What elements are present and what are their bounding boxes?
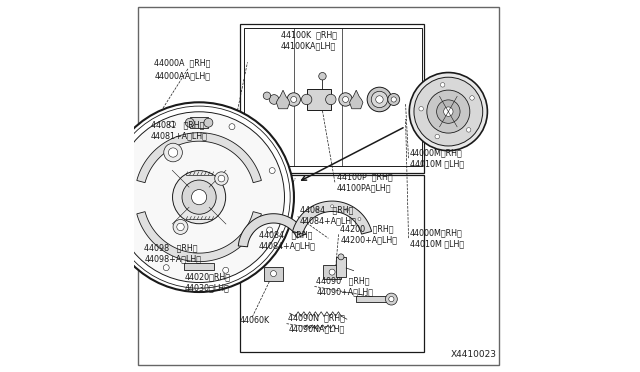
Bar xyxy=(336,257,346,277)
Circle shape xyxy=(218,175,225,182)
Circle shape xyxy=(440,83,445,87)
Circle shape xyxy=(204,118,213,127)
Circle shape xyxy=(287,93,300,106)
Circle shape xyxy=(388,296,394,302)
Circle shape xyxy=(163,265,169,271)
Bar xyxy=(307,89,331,110)
Circle shape xyxy=(104,102,294,292)
Circle shape xyxy=(346,208,349,211)
Text: 44020〈RH〉: 44020〈RH〉 xyxy=(184,273,230,282)
Circle shape xyxy=(331,205,333,208)
Circle shape xyxy=(291,96,297,102)
Text: 44010M 〈LH〉: 44010M 〈LH〉 xyxy=(410,159,464,168)
Circle shape xyxy=(358,218,361,221)
Text: 44084   〈RH〉: 44084 〈RH〉 xyxy=(300,206,353,215)
Text: 44200   〈RH〉: 44200 〈RH〉 xyxy=(340,224,394,233)
Circle shape xyxy=(215,172,228,185)
Text: 44000M〈RH〉: 44000M〈RH〉 xyxy=(410,228,463,237)
Circle shape xyxy=(388,93,400,105)
Text: 44100KA〈LH〉: 44100KA〈LH〉 xyxy=(281,42,336,51)
Circle shape xyxy=(114,112,284,283)
Circle shape xyxy=(125,161,132,167)
Polygon shape xyxy=(137,212,261,262)
Circle shape xyxy=(173,171,226,224)
Circle shape xyxy=(168,148,178,157)
Text: 44084   〈RH〉: 44084 〈RH〉 xyxy=(259,230,312,239)
Circle shape xyxy=(470,96,474,100)
Polygon shape xyxy=(292,201,372,234)
Circle shape xyxy=(376,96,383,103)
Circle shape xyxy=(269,94,279,104)
Bar xyxy=(323,265,341,279)
Circle shape xyxy=(271,271,276,277)
Circle shape xyxy=(427,90,470,133)
Circle shape xyxy=(436,100,460,124)
Text: 44100P  〈RH〉: 44100P 〈RH〉 xyxy=(337,172,392,181)
Bar xyxy=(184,263,214,270)
Circle shape xyxy=(385,293,397,305)
Circle shape xyxy=(339,93,352,106)
Circle shape xyxy=(367,87,392,112)
Text: 44090   〈RH〉: 44090 〈RH〉 xyxy=(316,276,370,285)
Polygon shape xyxy=(349,90,363,109)
Circle shape xyxy=(435,134,440,139)
Text: 44098   〈RH〉: 44098 〈RH〉 xyxy=(145,243,198,252)
Bar xyxy=(264,266,283,280)
Circle shape xyxy=(301,94,312,105)
Circle shape xyxy=(303,218,306,221)
Text: 44081+A〈LH〉: 44081+A〈LH〉 xyxy=(151,131,207,140)
Circle shape xyxy=(173,219,188,234)
Text: 44100PA〈LH〉: 44100PA〈LH〉 xyxy=(337,183,391,192)
Circle shape xyxy=(414,77,483,146)
Bar xyxy=(190,118,209,128)
Text: 44000A  〈RH〉: 44000A 〈RH〉 xyxy=(154,59,211,68)
Circle shape xyxy=(164,143,182,162)
Circle shape xyxy=(263,92,271,99)
Polygon shape xyxy=(238,214,305,247)
Circle shape xyxy=(177,223,184,231)
Text: 44098+A〈LH〉: 44098+A〈LH〉 xyxy=(145,254,202,263)
Text: 44000AA〈LH〉: 44000AA〈LH〉 xyxy=(154,72,211,81)
Circle shape xyxy=(342,96,349,102)
Circle shape xyxy=(267,227,273,233)
Text: 44030〈LH〉: 44030〈LH〉 xyxy=(184,284,229,293)
Circle shape xyxy=(170,121,175,127)
Circle shape xyxy=(419,106,424,111)
Circle shape xyxy=(186,118,195,127)
Text: 44060K: 44060K xyxy=(240,316,270,325)
Bar xyxy=(244,28,422,166)
Circle shape xyxy=(444,107,453,116)
Text: 44090N  〈RH〉: 44090N 〈RH〉 xyxy=(289,314,345,323)
Circle shape xyxy=(410,73,488,151)
Circle shape xyxy=(391,97,396,102)
Text: 44000M〈RH〉: 44000M〈RH〉 xyxy=(410,148,463,157)
Text: 44081   〈RH〉: 44081 〈RH〉 xyxy=(151,120,204,129)
Circle shape xyxy=(338,254,344,260)
Text: 44090NA〈LH〉: 44090NA〈LH〉 xyxy=(289,325,344,334)
Circle shape xyxy=(467,128,471,132)
Bar xyxy=(240,175,424,352)
Circle shape xyxy=(371,91,388,108)
Circle shape xyxy=(269,167,275,173)
Text: 44010M 〈LH〉: 44010M 〈LH〉 xyxy=(410,239,464,248)
Bar xyxy=(356,296,388,302)
Text: 44084+A〈LH〉: 44084+A〈LH〉 xyxy=(259,241,316,250)
Circle shape xyxy=(316,208,319,211)
Circle shape xyxy=(229,124,235,129)
Circle shape xyxy=(123,221,129,227)
Circle shape xyxy=(223,267,228,273)
Circle shape xyxy=(182,180,216,214)
Text: 44200+A〈LH〉: 44200+A〈LH〉 xyxy=(340,235,397,244)
Text: X4410023: X4410023 xyxy=(451,350,497,359)
Circle shape xyxy=(326,94,336,105)
Circle shape xyxy=(191,190,207,205)
Text: 44100K  〈RH〉: 44100K 〈RH〉 xyxy=(281,31,337,39)
Polygon shape xyxy=(276,90,290,109)
Polygon shape xyxy=(137,133,261,183)
Circle shape xyxy=(329,269,335,275)
Circle shape xyxy=(319,73,326,80)
Bar xyxy=(240,24,424,173)
Text: 44084+A〈LH〉: 44084+A〈LH〉 xyxy=(300,217,356,226)
Text: 44090+A〈LH〉: 44090+A〈LH〉 xyxy=(316,288,373,296)
